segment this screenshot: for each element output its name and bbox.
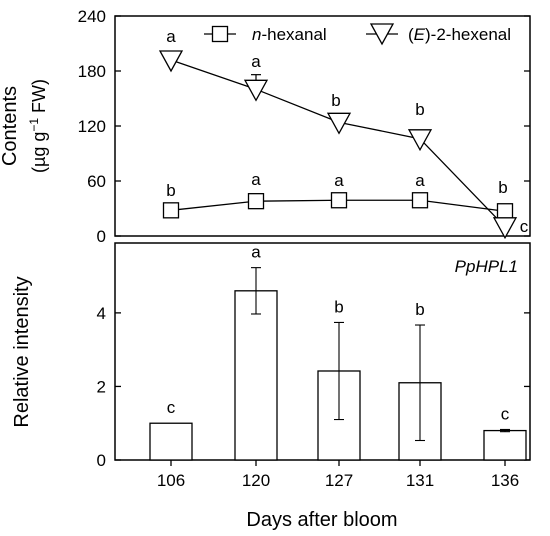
legend-e-2-hexenal-label: (E)-2-hexenal (408, 25, 511, 44)
significance-letter: a (415, 171, 425, 190)
significance-letter: c (520, 217, 529, 236)
bar (149, 422, 193, 461)
significance-letter: a (166, 27, 176, 46)
data-point (330, 192, 348, 209)
contents-y-tick-label: 60 (87, 172, 106, 191)
x-tick-label: 106 (157, 471, 185, 490)
contents-y-axis-label: Contents (0, 86, 21, 166)
x-tick-label: 131 (406, 471, 434, 490)
significance-letter: b (415, 300, 424, 319)
intensity-y-tick-label: 2 (97, 377, 106, 396)
legend-e-2-hexenal-open: ( (408, 25, 414, 44)
contents-panel: 0 60 120 180 240 b a a a b a a b b c n-hexanal (E)-2-… (0, 7, 531, 246)
bar (483, 429, 527, 461)
significance-letter: b (166, 181, 175, 200)
legend-e-2-hexenal-rest: )-2-hexenal (425, 25, 511, 44)
relative-intensity-panel: 0 2 4 c a b b c 106 120 127 131 136 PpHPL1 Relativ… (11, 242, 531, 531)
contents-y-axis-unit: (µg g−1 FW) (27, 79, 49, 173)
intensity-y-tick-label: 0 (97, 451, 106, 470)
legend-n-hexanal-label: n-hexanal (252, 25, 327, 44)
significance-letter: a (251, 170, 261, 189)
data-point (411, 192, 429, 209)
contents-y-tick-label: 120 (78, 117, 106, 136)
intensity-y-axis: 0 2 4 (97, 304, 530, 470)
significance-letter: a (251, 243, 261, 262)
contents-unit-suffix: FW) (29, 79, 49, 118)
contents-y-tick-label: 240 (78, 7, 106, 26)
contents-unit-prefix: (µg g (29, 132, 49, 173)
legend-n-hexanal-italic: n (252, 25, 261, 44)
data-point (492, 217, 518, 240)
data-point (158, 50, 184, 73)
x-axis-label: Days after bloom (246, 509, 397, 531)
significance-letter: c (167, 398, 176, 417)
contents-series: b a a a b a a b b c (158, 27, 529, 240)
contents-y-axis: 0 60 120 180 240 (78, 7, 530, 246)
x-tick-label: 120 (242, 471, 270, 490)
legend-e-2-hexenal-italic: E (414, 25, 426, 44)
data-point (162, 202, 180, 219)
x-tick-label: 136 (491, 471, 519, 490)
intensity-y-axis-label: Relative intensity (11, 276, 33, 427)
data-point (326, 112, 352, 135)
significance-letter: b (334, 297, 343, 316)
data-point (243, 79, 269, 102)
contents-unit-sup: −1 (27, 118, 41, 132)
bar (234, 290, 278, 461)
contents-y-tick-label: 0 (97, 227, 106, 246)
significance-letter: a (334, 171, 344, 190)
gene-label: PpHPL1 (455, 257, 518, 276)
legend: n-hexanal (E)-2-hexenal (204, 23, 511, 46)
significance-letter: b (331, 91, 340, 110)
data-point (407, 129, 433, 152)
data-point (247, 193, 265, 210)
legend-n-hexanal-rest: -hexanal (261, 25, 326, 44)
legend-n-hexanal-marker (211, 25, 229, 43)
intensity-y-tick-label: 4 (97, 304, 106, 323)
x-axis: 106 120 127 131 136 (157, 460, 519, 490)
significance-letter: a (251, 52, 261, 71)
legend-e-2-hexenal-marker (369, 23, 395, 46)
intensity-bars: c a b b c (149, 243, 527, 461)
x-tick-label: 127 (325, 471, 353, 490)
significance-letter: b (415, 100, 424, 119)
contents-y-tick-label: 180 (78, 62, 106, 81)
data-point (496, 203, 514, 220)
significance-letter: b (498, 178, 507, 197)
significance-letter: c (501, 404, 510, 423)
